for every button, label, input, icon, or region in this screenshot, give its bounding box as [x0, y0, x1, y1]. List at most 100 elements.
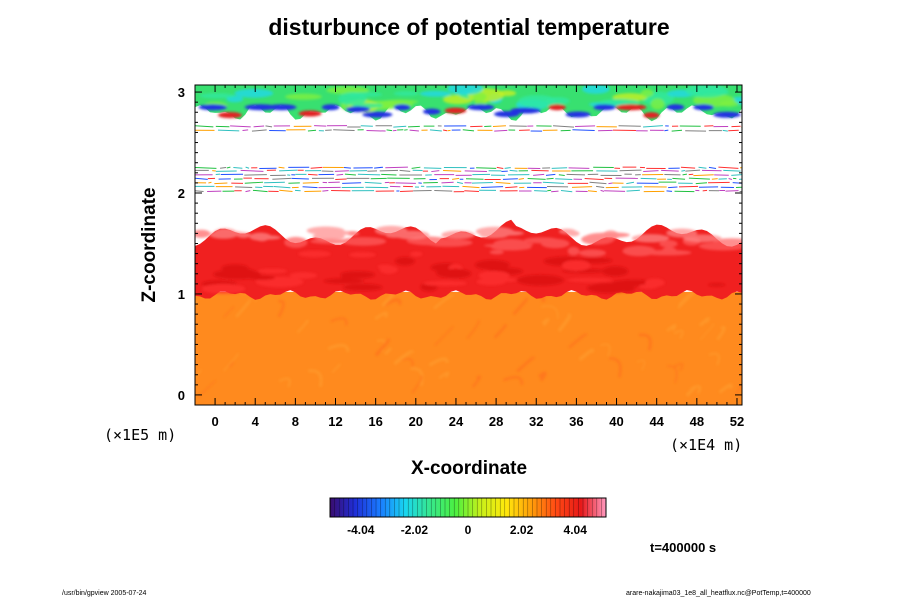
plot-frame [194, 84, 743, 406]
noise-segment [527, 178, 546, 180]
noise-segment [495, 181, 511, 184]
y-tick-label: 0 [178, 388, 185, 403]
noise-segment [509, 169, 518, 172]
noise-segment [494, 129, 508, 132]
noise-segment [242, 129, 249, 132]
noise-segment [555, 178, 573, 181]
noise-segment [668, 186, 678, 189]
noise-segment [336, 173, 344, 176]
texture-blob [640, 89, 654, 98]
texture-streak [278, 377, 291, 388]
noise-segment [333, 129, 355, 131]
noise-segment [640, 177, 657, 180]
texture-blob [229, 268, 257, 278]
texture-blob [712, 238, 742, 246]
noise-segment [643, 170, 659, 173]
noise-segment [671, 129, 683, 132]
noise-segment [364, 181, 382, 184]
noise-segment [342, 182, 362, 184]
texture-streak [374, 311, 388, 321]
texture-blob [666, 228, 698, 238]
noise-segment [307, 173, 318, 176]
noise-segment [626, 189, 640, 192]
noise-segment [443, 129, 448, 132]
noise-segment [386, 129, 393, 132]
noise-segment [589, 181, 607, 185]
noise-segment [279, 169, 298, 172]
texture-streak [666, 324, 677, 332]
noise-segment [235, 186, 253, 188]
texture-streak [716, 325, 726, 341]
texture-blob [631, 234, 670, 243]
noise-segment [220, 167, 227, 169]
colorbar-tick-label: 2.02 [510, 523, 534, 537]
texture-streak [223, 352, 239, 372]
noise-segment [664, 129, 669, 132]
noise-segment [195, 166, 217, 169]
texture-streak [308, 369, 323, 388]
noise-segment [558, 174, 565, 176]
noise-segment [618, 125, 641, 127]
noise-segment [741, 129, 742, 131]
noise-segment [307, 129, 317, 132]
noise-segment [411, 166, 421, 169]
noise-segment [395, 182, 416, 184]
texture-blob [298, 250, 331, 258]
texture-blob [447, 85, 484, 95]
texture-streak [538, 371, 547, 382]
noise-segment [443, 170, 462, 172]
texture-streak [381, 293, 395, 307]
texture-streak [327, 343, 350, 353]
noise-segment [343, 166, 351, 169]
texture-blob [381, 99, 419, 104]
noise-segment [678, 185, 699, 188]
noise-segment [481, 186, 504, 188]
noise-segment [240, 169, 264, 172]
bump [321, 104, 340, 111]
bump [444, 107, 467, 114]
colorbar: -4.04 -2.02 0 2.02 4.04 [329, 497, 607, 537]
noise-segment [551, 167, 568, 169]
noise-segment [688, 177, 710, 180]
y-tick-label: 2 [178, 186, 185, 201]
texture-blob [306, 226, 345, 235]
texture-blob [620, 284, 635, 293]
texture-streak [374, 338, 390, 357]
noise-segment [272, 177, 291, 180]
noise-segment [723, 169, 741, 172]
texture-blob [440, 268, 472, 279]
noise-segment [265, 125, 273, 128]
noise-segment [393, 125, 407, 128]
texture-blob [257, 235, 281, 240]
colorbar-tick-label: 0 [465, 523, 472, 537]
noise-segment [542, 181, 564, 184]
x-tick-label: 40 [609, 414, 623, 429]
x-tick-label: 0 [211, 414, 218, 429]
texture-streak [557, 313, 572, 333]
texture-blob [475, 226, 514, 237]
texture-blob [516, 274, 564, 286]
noise-segment [195, 177, 208, 180]
noise-segment [685, 169, 701, 172]
texture-blob [423, 280, 468, 286]
noise-segment [408, 125, 420, 128]
texture-blob [284, 236, 308, 248]
noise-segment [518, 177, 524, 180]
texture-streak [673, 329, 684, 339]
texture-streak [223, 306, 234, 318]
noise-segment [551, 190, 559, 193]
texture-streak [540, 305, 559, 320]
texture-streak [689, 384, 702, 394]
texture-streak [516, 356, 535, 373]
texture-blob [343, 283, 383, 291]
texture-blob [199, 93, 235, 99]
texture-streak [609, 357, 622, 378]
noise-segment [357, 173, 381, 176]
noise-segment [334, 170, 349, 172]
orange-texture [195, 283, 742, 398]
texture-blob [338, 92, 367, 106]
noise-segment [693, 174, 714, 177]
noise-segment [385, 166, 408, 169]
